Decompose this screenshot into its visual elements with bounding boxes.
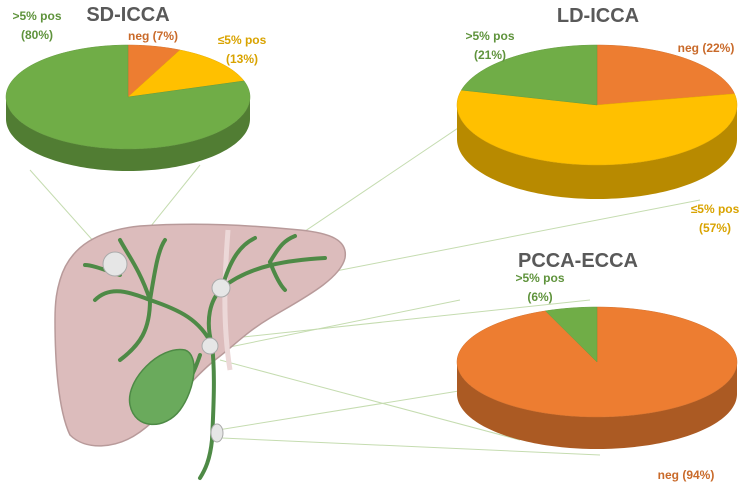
slice-label: ≤5% pos (13%)	[218, 33, 267, 66]
pie-slice	[460, 44, 598, 106]
chart-title: PCCA-ECCA	[518, 250, 638, 272]
pie-slice	[127, 49, 245, 98]
category-label: neg	[678, 41, 699, 55]
connectors	[29, 119, 701, 456]
category-label: ≤5% pos	[218, 33, 267, 47]
pie-sides	[457, 105, 737, 199]
value-label: (7%)	[153, 29, 178, 43]
value-label: (57%)	[699, 221, 731, 235]
slice-label: >5% pos (80%)	[12, 9, 61, 42]
value-label: (6%)	[527, 290, 552, 304]
pie-slice	[456, 89, 738, 166]
slice-label: >5% pos (6%)	[515, 271, 564, 304]
pie-top	[456, 44, 738, 166]
pie-top	[5, 44, 251, 150]
slice-side	[457, 362, 737, 449]
pie-slice	[5, 44, 251, 150]
value-label: (22%)	[702, 41, 734, 55]
pie-slice	[544, 306, 598, 363]
chart-title: SD-ICCA	[86, 4, 169, 26]
slice-label: neg (94%)	[658, 468, 715, 482]
liver-illustration	[54, 223, 346, 480]
value-label: (80%)	[21, 28, 53, 42]
pie-slice	[596, 44, 735, 106]
category-label: >5% pos	[12, 9, 61, 23]
value-label: (21%)	[474, 48, 506, 62]
slice-label: >5% pos (21%)	[465, 29, 514, 62]
category-label: neg	[658, 468, 679, 482]
slice-label: ≤5% pos (57%)	[691, 202, 740, 235]
category-label: neg	[128, 29, 149, 43]
category-label: ≤5% pos	[691, 202, 740, 216]
pie-top	[456, 306, 738, 418]
value-label: (94%)	[682, 468, 714, 482]
category-label: >5% pos	[515, 271, 564, 285]
pie-sides	[6, 97, 250, 171]
slice-side	[6, 97, 250, 171]
value-label: (13%)	[226, 52, 258, 66]
chart-title: LD-ICCA	[557, 5, 639, 27]
pie-sides	[457, 362, 737, 449]
slice-label: neg (7%)	[128, 29, 178, 43]
pie-slice	[127, 44, 181, 98]
category-label: >5% pos	[465, 29, 514, 43]
slice-label: neg (22%)	[678, 41, 735, 55]
slice-side	[457, 105, 737, 199]
